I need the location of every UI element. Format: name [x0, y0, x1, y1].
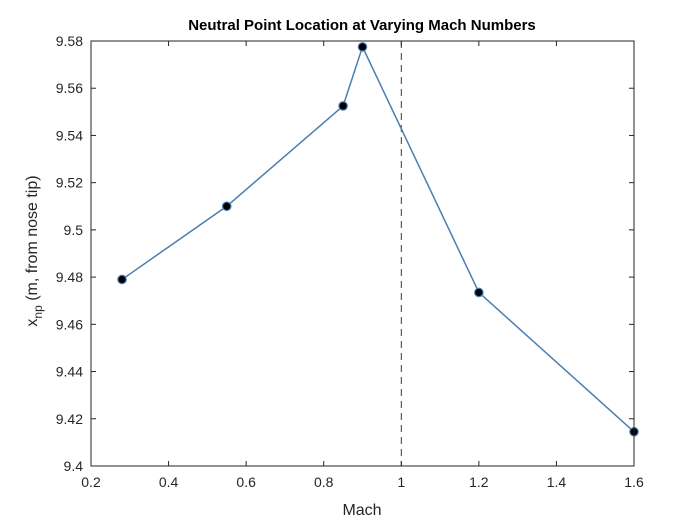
y-tick-label: 9.46: [56, 316, 83, 332]
y-tick-label: 9.5: [64, 222, 84, 238]
x-tick-label: 1.4: [547, 474, 567, 490]
y-tick-label: 9.56: [56, 80, 83, 96]
y-tick-label: 9.4: [64, 458, 84, 474]
data-point: [357, 42, 368, 52]
y-tick-label: 9.54: [56, 127, 83, 143]
series-layer: [117, 42, 639, 437]
x-axis-label: Mach: [342, 502, 381, 519]
axes-box: [90, 40, 635, 467]
y-axis-ticks: 9.4 9.42 9.44 9.46 9.48 9.5 9.52 9.54 9.56 9.58: [56, 33, 634, 474]
y-axis-label-subscript: np: [31, 305, 45, 319]
y-axis-label: xnp (m, from nose tip): [24, 175, 45, 326]
y-axis-label-main: x: [24, 319, 41, 327]
y-tick-label: 9.48: [56, 269, 83, 285]
x-tick-label: 0.2: [81, 474, 101, 490]
y-tick-label: 9.58: [56, 33, 83, 49]
y-tick-label: 9.52: [56, 175, 83, 191]
x-tick-label: 1.6: [624, 474, 644, 490]
data-point: [221, 201, 232, 212]
y-tick-label: 9.44: [56, 364, 83, 380]
plot-area: [91, 41, 634, 466]
x-tick-label: 0.6: [236, 474, 256, 490]
data-point: [338, 101, 348, 111]
x-tick-label: 1.2: [469, 474, 489, 490]
data-point: [474, 287, 484, 298]
data-point: [117, 274, 127, 285]
series-line: [121, 44, 635, 433]
x-tick-label: 0.4: [159, 474, 179, 490]
y-axis-label-rest: (m, from nose tip): [24, 175, 41, 305]
x-tick-label: 1: [397, 474, 405, 490]
chart-title: Neutral Point Location at Varying Mach N…: [188, 17, 536, 34]
axes-frame: [90, 40, 635, 467]
x-tick-label: 0.8: [314, 474, 334, 490]
x-axis-ticks: 0.2 0.4 0.6 0.8 1 1.2 1.4 1.6: [81, 41, 644, 490]
y-tick-label: 9.42: [56, 411, 83, 427]
